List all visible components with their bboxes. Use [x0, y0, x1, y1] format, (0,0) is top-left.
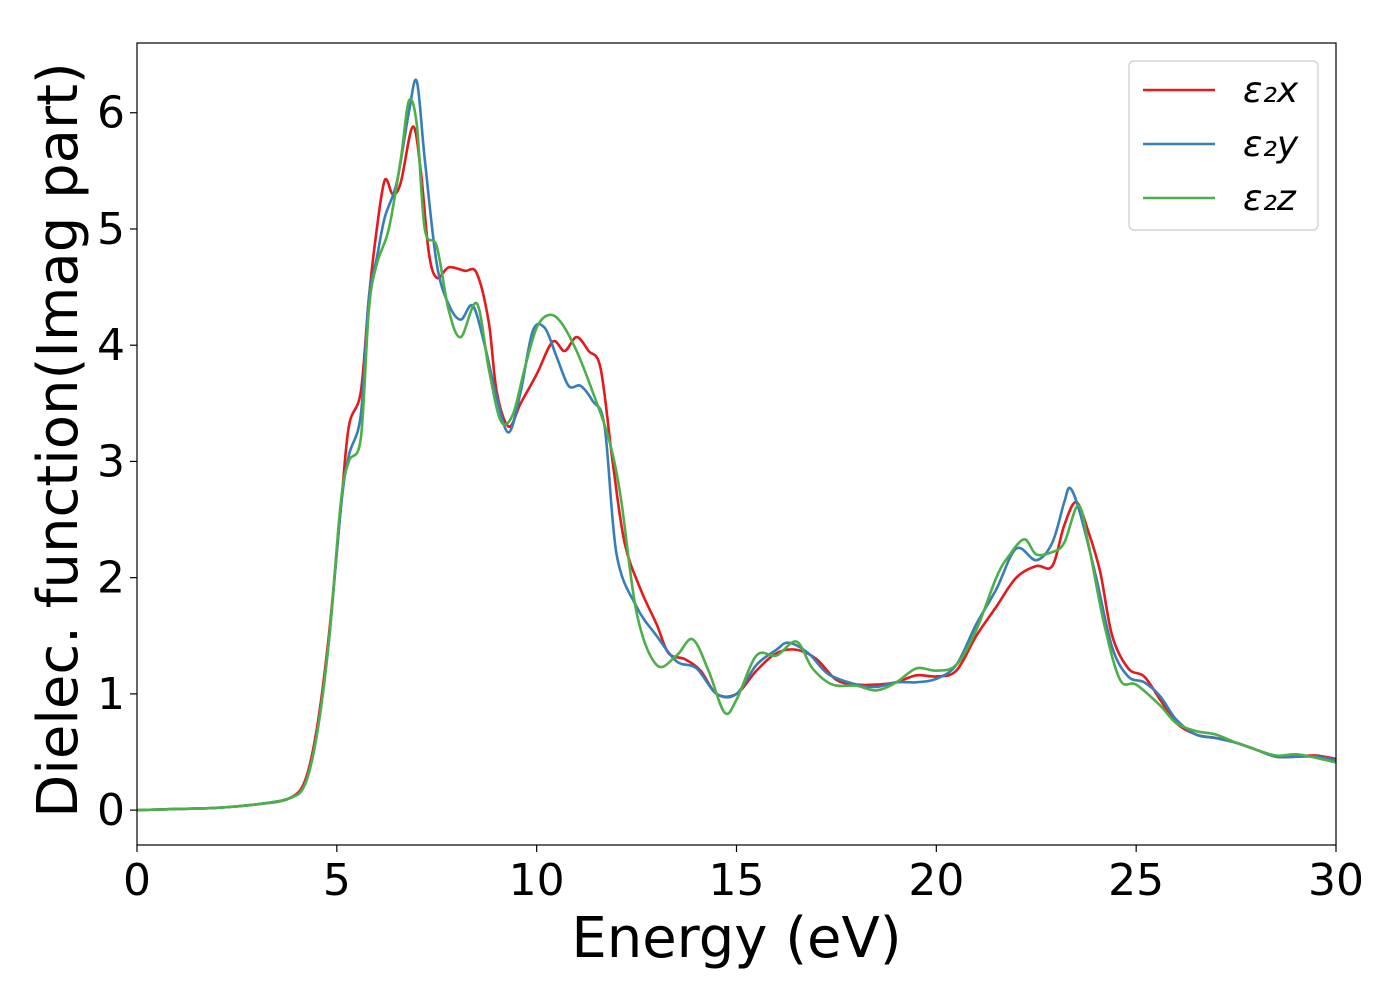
y-tick-label: 3 — [97, 436, 125, 487]
x-tick-label: 15 — [709, 855, 765, 906]
y-tick-label: 2 — [97, 553, 125, 604]
x-tick-label: 25 — [1108, 855, 1164, 906]
series-line-3 — [137, 97, 1336, 812]
legend-box — [1128, 60, 1319, 231]
series-lines — [137, 78, 1336, 812]
x-axis-label: Energy (eV) — [571, 906, 901, 971]
x-tick-label: 5 — [323, 855, 351, 906]
series-line-1 — [137, 125, 1336, 812]
x-tick-label: 20 — [908, 855, 964, 906]
y-tick-label: 0 — [97, 785, 125, 836]
legend-label-1: ε₂x — [1243, 70, 1299, 111]
legend-label-2: ε₂y — [1243, 124, 1299, 165]
x-tick-label: 30 — [1308, 855, 1364, 906]
x-axis: 0 5 10 15 20 25 30 — [123, 845, 1364, 906]
legend: ε₂x ε₂y ε₂z — [1128, 60, 1319, 231]
y-tick-label: 6 — [97, 88, 125, 139]
y-tick-label: 5 — [97, 204, 125, 255]
y-tick-label: 4 — [97, 320, 125, 371]
y-tick-label: 1 — [97, 669, 125, 720]
series-line-2 — [137, 78, 1336, 812]
y-axis: 0 1 2 3 4 5 6 — [97, 88, 137, 836]
x-tick-label: 10 — [509, 855, 565, 906]
y-axis-label: Dielec. function(Imag part) — [26, 62, 91, 818]
legend-label-3: ε₂z — [1243, 178, 1297, 219]
x-tick-label: 0 — [123, 855, 151, 906]
